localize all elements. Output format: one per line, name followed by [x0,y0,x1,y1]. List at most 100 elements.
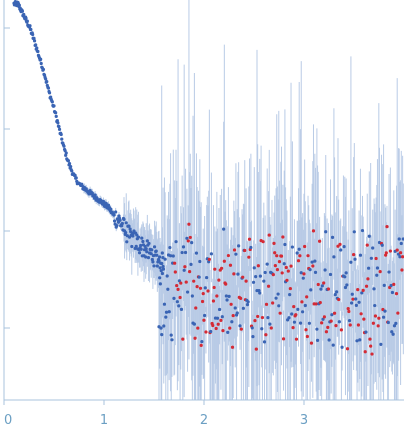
data-point-484 [296,259,301,263]
data-point-455 [277,304,281,308]
data-point-449 [273,251,277,255]
data-point-427 [258,291,262,295]
data-point-513 [316,282,320,287]
data-point-439 [266,315,270,320]
data-point-538 [333,293,337,297]
data-point-620 [389,283,393,288]
data-point-379 [225,298,229,302]
data-point-291 [165,274,169,278]
data-point-327 [190,241,194,245]
data-point-30 [25,19,29,23]
data-point-95 [60,137,64,141]
data-point-422 [254,347,258,351]
data-point-629 [395,248,399,252]
data-point-399 [239,296,243,301]
data-point-553 [343,285,348,290]
data-point-348 [204,330,208,334]
data-point-248 [145,250,149,254]
data-point-336 [196,326,200,330]
data-point-323 [187,222,191,226]
data-point-374 [222,227,226,231]
data-point-216 [127,224,131,228]
data-point-189 [112,213,116,217]
data-point-487 [298,321,303,325]
data-point-551 [342,245,346,249]
data-point-438 [265,262,269,266]
data-point-88 [56,121,60,125]
data-point-532 [329,319,333,323]
data-point-636 [400,268,404,272]
data-point-503 [309,341,314,345]
data-point-471 [288,293,292,297]
x-tick-label-0: 0 [4,413,12,428]
data-point-361 [213,267,217,271]
data-point-440 [266,284,271,288]
data-point-155 [93,193,97,197]
data-point-424 [256,314,260,319]
data-point-610 [382,283,386,287]
x-tick-label-1: 1 [100,413,108,428]
data-point-548 [340,345,344,349]
data-point-547 [339,328,343,332]
data-point-428 [258,274,263,278]
data-point-356 [209,252,214,256]
data-point-183 [109,207,113,211]
data-point-409 [245,303,250,307]
data-point-460 [280,271,284,275]
data-point-475 [290,245,294,249]
data-point-587 [367,266,371,270]
data-point-363 [214,326,218,331]
data-point-68 [45,80,49,84]
data-point-223 [131,234,135,238]
data-point-259 [151,260,155,264]
data-point-78 [50,100,54,104]
data-point-442 [268,322,272,326]
data-point-480 [294,313,298,317]
data-point-464 [283,242,287,247]
data-point-366 [216,322,220,326]
data-point-524 [324,230,328,234]
data-point-258 [150,257,154,262]
data-point-57 [39,57,43,61]
data-point-584 [364,284,369,288]
data-point-616 [386,320,390,325]
data-point-320 [185,236,189,240]
data-point-600 [375,266,380,270]
data-point-312 [179,307,184,312]
data-point-284 [160,271,165,276]
data-point-625 [392,324,397,328]
data-point-367 [217,278,221,282]
data-point-472 [288,286,292,291]
data-point-474 [290,312,294,316]
data-point-595 [372,287,376,291]
data-point-212 [125,240,129,244]
data-point-611 [383,309,387,313]
data-point-251 [146,256,151,260]
data-point-289 [164,315,168,319]
data-point-249 [145,239,149,243]
data-point-448 [272,241,276,245]
data-point-111 [69,164,73,169]
data-point-382 [227,294,231,298]
data-point-591 [369,256,373,260]
data-point-628 [394,292,399,296]
data-point-417 [251,335,255,339]
data-point-271 [157,255,162,259]
data-point-71 [46,86,51,90]
data-point-277 [161,255,165,260]
data-point-331 [192,322,196,326]
data-point-585 [365,243,369,247]
data-point-492 [302,272,306,276]
data-point-300 [171,254,175,258]
data-point-421 [254,275,258,279]
data-point-109 [67,162,72,166]
data-point-577 [360,291,364,295]
x-tick-label-2: 2 [200,413,208,428]
data-point-470 [287,316,291,320]
data-point-412 [247,237,252,241]
data-point-334 [194,251,199,255]
data-point-586 [366,277,370,281]
data-point-436 [264,333,268,337]
data-point-419 [252,266,256,270]
data-point-298 [170,338,174,342]
